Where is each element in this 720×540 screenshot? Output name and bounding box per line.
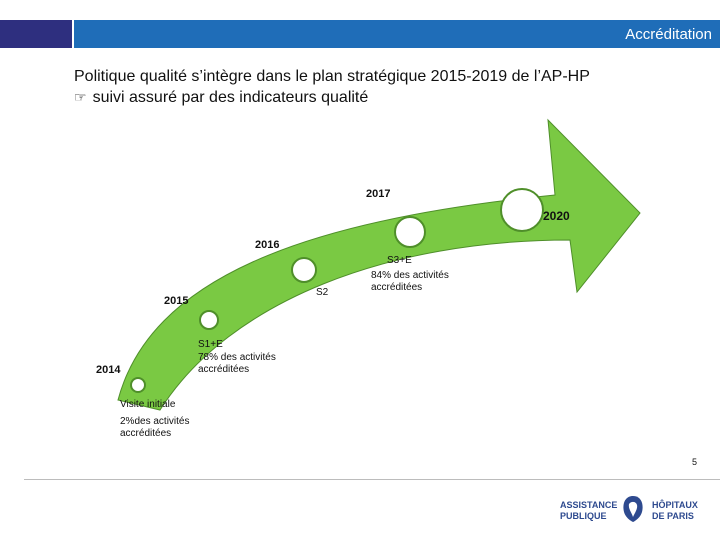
slide-heading: Politique qualité s’intègre dans le plan… xyxy=(74,66,590,108)
year-label-2017: 2017 xyxy=(366,188,391,200)
milestone-2014-detail: 2%des activités accréditées xyxy=(120,416,190,439)
logo-text-assistance: ASSISTANCE xyxy=(560,500,618,510)
milestone-circle-2014 xyxy=(130,377,146,393)
growth-arrow xyxy=(117,118,641,411)
header-accent-block xyxy=(0,20,72,48)
header-bar: Accréditation xyxy=(0,20,720,48)
milestone-2017-title: S3+E xyxy=(387,255,412,266)
milestone-2016-title: S2 xyxy=(316,287,329,298)
heading-line-2: ☞ suivi assuré par des indicateurs qualit… xyxy=(74,87,590,108)
year-label-2015: 2015 xyxy=(164,295,189,307)
milestone-2017-detail: 84% des activités accréditées xyxy=(371,270,449,293)
footer-divider xyxy=(24,479,720,480)
logo-text-publique: PUBLIQUE xyxy=(560,511,607,521)
pointing-hand-icon: ☞ xyxy=(74,89,87,105)
header-title: Accréditation xyxy=(625,26,712,43)
milestone-circle-2017 xyxy=(394,216,426,248)
year-label-2016: 2016 xyxy=(255,239,280,251)
year-label-2014: 2014 xyxy=(96,364,121,376)
milestone-circle-2015 xyxy=(199,310,219,330)
milestone-2015-detail: 78% des activités accréditées xyxy=(198,352,276,375)
logo-text-de-paris: DE PARIS xyxy=(652,511,694,521)
milestone-circle-2016 xyxy=(291,257,317,283)
logo-text-hopitaux: HÔPITAUX xyxy=(652,500,698,510)
milestone-circle-2020 xyxy=(500,188,544,232)
page-number: 5 xyxy=(692,457,698,467)
heading-line-1: Politique qualité s’intègre dans le plan… xyxy=(74,68,590,85)
year-label-2020: 2020 xyxy=(543,209,570,223)
heading-line-2-text: suivi assuré par des indicateurs qualité xyxy=(92,89,369,106)
milestone-2015-title: S1+E xyxy=(198,339,223,350)
milestone-2014-title: Visite initiale xyxy=(120,399,176,410)
header-title-band: Accréditation xyxy=(74,20,720,48)
aphp-logo-icon xyxy=(623,496,643,522)
aphp-logo: ASSISTANCE PUBLIQUE HÔPITAUX DE PARIS xyxy=(560,494,700,528)
